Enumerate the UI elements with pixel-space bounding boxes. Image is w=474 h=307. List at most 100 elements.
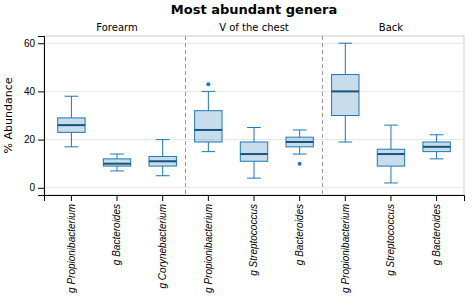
whisker-high [390, 125, 391, 149]
x-tick-label: g Propionibacterium [66, 204, 77, 293]
box-body [103, 159, 130, 166]
y-tick-label: 20 [24, 134, 36, 145]
whisker-low [162, 166, 163, 176]
group-label: V of the chest [219, 22, 289, 33]
x-tick: g Propionibacterium [66, 195, 77, 293]
box [423, 135, 450, 159]
chart: 0 20 40 60 g Propionibacterium g Bacteroides g… [0, 0, 474, 307]
box [195, 82, 222, 151]
median [149, 160, 176, 162]
y-tick-label: 0 [29, 182, 35, 193]
group-dividers [186, 36, 323, 195]
cap-high [338, 43, 352, 44]
x-tick: g Streptococcus [248, 195, 259, 276]
whisker-high [162, 140, 163, 157]
box-body [149, 156, 176, 166]
y-tick: 60 [24, 38, 44, 49]
whisker-low [71, 132, 72, 146]
y-axis-title: % Abundance [2, 77, 15, 153]
x-tick-mark [299, 195, 300, 201]
group-label: Forearm [96, 22, 137, 33]
boxes [58, 43, 451, 183]
whisker-low [299, 147, 300, 154]
grid-line [44, 43, 464, 44]
x-tick: g Bacteroides [431, 195, 442, 265]
box [149, 140, 176, 176]
x-tick-mark [345, 195, 346, 201]
whisker-high [299, 130, 300, 137]
median [58, 124, 85, 126]
x-tick: g Corynebacterium [157, 195, 168, 288]
y-axis-line [38, 37, 45, 196]
x-tick-label: g Propionibacterium [203, 204, 214, 293]
x-tick-label: g Bacteroides [294, 204, 305, 265]
box [58, 96, 85, 147]
cap-low [338, 142, 352, 143]
whisker-low [345, 116, 346, 143]
whisker-low [254, 161, 255, 178]
median [377, 153, 404, 155]
y-tick-label: 60 [24, 38, 36, 49]
whisker-low [390, 166, 391, 183]
x-tick-mark [436, 195, 437, 201]
x-axis-line [45, 196, 465, 202]
x-tick-label: g Streptococcus [248, 204, 259, 276]
x-tick-mark [208, 195, 209, 201]
grid-line [44, 187, 464, 188]
whisker-high [345, 43, 346, 74]
cap-high [384, 125, 398, 126]
x-tick: g Propionibacterium [340, 195, 351, 293]
y-tick-mark [38, 140, 44, 141]
x-tick: g Propionibacterium [203, 195, 214, 293]
median [195, 129, 222, 131]
group-divider [322, 36, 323, 195]
x-tick-mark [117, 195, 118, 201]
median [423, 146, 450, 148]
y-tick-label: 40 [24, 86, 36, 97]
grid-line [44, 91, 464, 92]
x-tick-mark [71, 195, 72, 201]
x-tick-mark [162, 195, 163, 201]
group-label: Back [379, 22, 403, 33]
box-body [195, 111, 222, 142]
whisker-low [117, 166, 118, 171]
cap-high [293, 129, 307, 130]
cap-low [247, 178, 261, 179]
plot-frame [44, 36, 464, 195]
median [286, 141, 313, 143]
cap-high [110, 154, 124, 155]
x-tick-label: g Propionibacterium [340, 204, 351, 293]
box-body [377, 149, 404, 166]
cap-high [65, 96, 79, 97]
box-body [286, 137, 313, 147]
x-tick-mark [390, 195, 391, 201]
flier [206, 82, 210, 86]
x-tick-label: g Corynebacterium [157, 204, 168, 288]
plot: 0 20 40 60 g Propionibacterium g Bacteroides g… [24, 22, 465, 293]
whisker-high [254, 128, 255, 142]
y-tick: 40 [24, 86, 44, 97]
cap-high [202, 91, 216, 92]
box [332, 43, 359, 142]
box-body [240, 142, 267, 161]
x-tick-label: g Bacteroides [431, 204, 442, 265]
box [286, 130, 313, 166]
whisker-high [208, 91, 209, 110]
x-tick-label: g Streptococcus [385, 204, 396, 276]
cap-high [430, 134, 444, 135]
grid [44, 43, 464, 188]
cap-low [156, 175, 170, 176]
whisker-high [117, 154, 118, 159]
title: Most abundant genera [171, 2, 337, 17]
box-body [423, 142, 450, 152]
box [240, 128, 267, 179]
x-tick-mark [254, 195, 255, 201]
cap-low [293, 154, 307, 155]
flier [298, 162, 302, 166]
x-tick: g Bacteroides [294, 195, 305, 265]
x-tick: g Streptococcus [385, 195, 396, 276]
cap-high [156, 139, 170, 140]
median [332, 90, 359, 92]
cap-low [384, 182, 398, 183]
whisker-low [436, 152, 437, 159]
